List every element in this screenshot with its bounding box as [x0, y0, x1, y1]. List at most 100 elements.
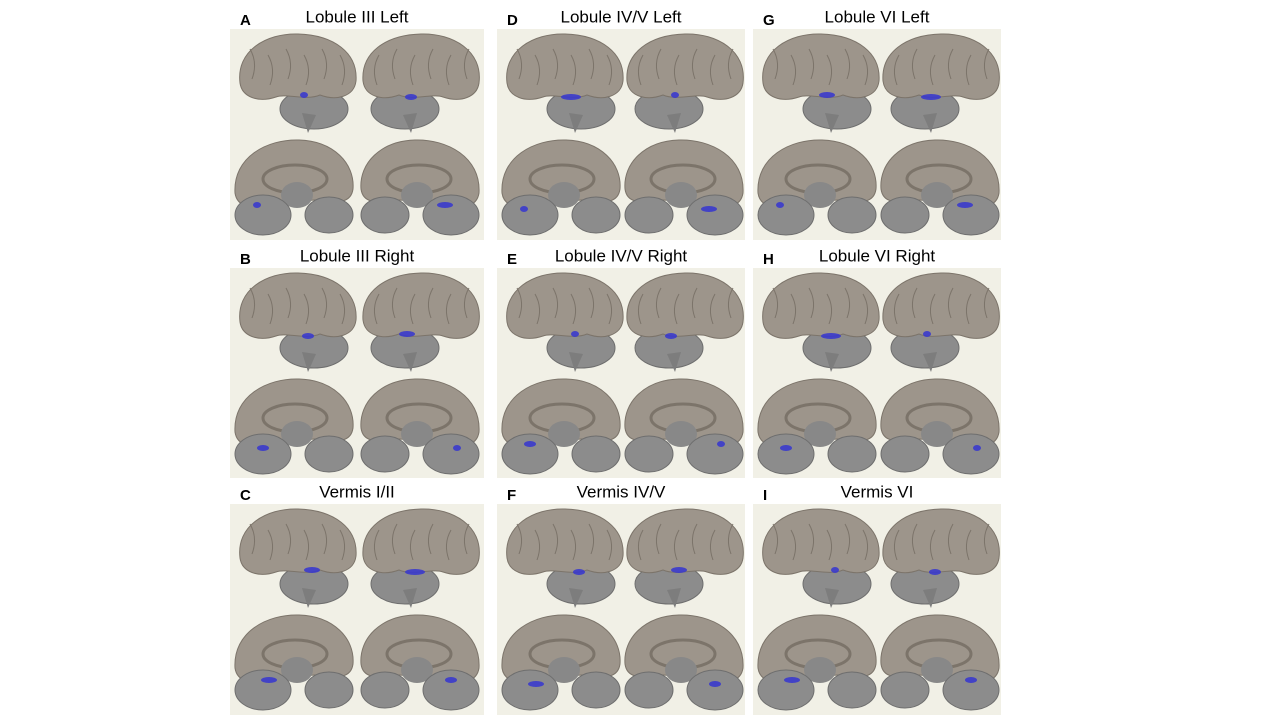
sulcus [709, 529, 716, 561]
sulcus [709, 54, 716, 86]
sulcus [339, 529, 346, 561]
lateral-view [506, 272, 624, 372]
sulcus [893, 529, 900, 561]
sulcus [534, 293, 541, 325]
cerebellum [234, 669, 292, 711]
cortex [362, 33, 480, 100]
lateral-view [239, 272, 357, 372]
activation [302, 333, 314, 339]
cortex [882, 272, 1000, 339]
brainstem [302, 352, 316, 372]
cortex [506, 508, 624, 575]
brainstem-medial [665, 421, 697, 447]
sulcus [534, 54, 541, 86]
activation [399, 331, 415, 337]
cerebellum [624, 196, 674, 234]
sulcus [552, 523, 559, 555]
panel-letter: G [763, 12, 775, 29]
sulcus [427, 523, 434, 555]
sulcus [516, 287, 523, 319]
cortex [239, 33, 357, 100]
lateral-view [762, 508, 880, 608]
sulcus [862, 293, 869, 325]
sulcus [637, 293, 644, 325]
sulcus [570, 529, 577, 561]
sulcus [303, 293, 310, 325]
activation [528, 681, 544, 687]
lateral-view [506, 508, 624, 608]
activation [784, 677, 800, 683]
sulcus [691, 523, 698, 555]
sulcus [826, 54, 833, 86]
sulcus [655, 287, 662, 319]
activation [821, 333, 841, 339]
sulcus [267, 293, 274, 325]
sulcus [463, 287, 470, 319]
activation [665, 333, 677, 339]
brainstem [667, 352, 681, 372]
lateral-view [626, 272, 744, 372]
medial-view [360, 378, 480, 475]
cortex [626, 272, 744, 339]
cerebellum [304, 435, 354, 473]
sulcus [862, 54, 869, 86]
medial-view [234, 614, 354, 711]
activation [671, 92, 679, 98]
activation [957, 202, 973, 208]
sulcus [588, 287, 595, 319]
sulcus [772, 523, 779, 555]
brainstem-medial [401, 182, 433, 208]
medial-view [880, 378, 1000, 475]
sulcus [339, 293, 346, 325]
brainstem-medial [281, 657, 313, 683]
lateral-view [506, 33, 624, 133]
sulcus [983, 48, 990, 80]
cerebellum [571, 435, 621, 473]
activation [571, 331, 579, 337]
panel: A Lobule III Left [230, 7, 484, 240]
panel-letter: C [240, 487, 251, 504]
panel-title: Lobule VI Right [819, 246, 936, 265]
medial-view [501, 139, 621, 236]
sulcus [285, 48, 292, 80]
activation [831, 567, 839, 573]
sulcus [391, 48, 398, 80]
panel-title: Vermis VI [841, 482, 914, 501]
sulcus [826, 529, 833, 561]
sulcus [570, 293, 577, 325]
activation [405, 94, 417, 100]
panel-letter: A [240, 12, 251, 29]
brainstem-medial [401, 421, 433, 447]
cerebellum [827, 196, 877, 234]
cortex [882, 33, 1000, 100]
medial-view [360, 139, 480, 236]
sulcus [463, 48, 470, 80]
panel-title: Lobule III Left [305, 7, 408, 26]
panel-title: Lobule VI Left [825, 7, 930, 26]
sulcus [808, 523, 815, 555]
panel-letter: H [763, 251, 774, 268]
panel-letter: D [507, 12, 518, 29]
brainstem [569, 588, 583, 608]
panel: I Vermis VI [753, 482, 1001, 715]
brainstem-medial [804, 657, 836, 683]
activation [253, 202, 261, 208]
cortex [882, 508, 1000, 575]
activation [701, 206, 717, 212]
cortex [362, 508, 480, 575]
cortex [626, 33, 744, 100]
sulcus [570, 54, 577, 86]
sulcus [409, 529, 416, 561]
sulcus [947, 287, 954, 319]
lateral-view [362, 33, 480, 133]
cortex [239, 508, 357, 575]
brainstem-medial [548, 182, 580, 208]
sulcus [249, 48, 256, 80]
brainstem-medial [921, 421, 953, 447]
sulcus [516, 523, 523, 555]
sulcus [893, 293, 900, 325]
activation [780, 445, 792, 451]
panel: D Lobule IV/V Left [497, 7, 745, 240]
sulcus [445, 529, 452, 561]
lateral-view [882, 33, 1000, 133]
